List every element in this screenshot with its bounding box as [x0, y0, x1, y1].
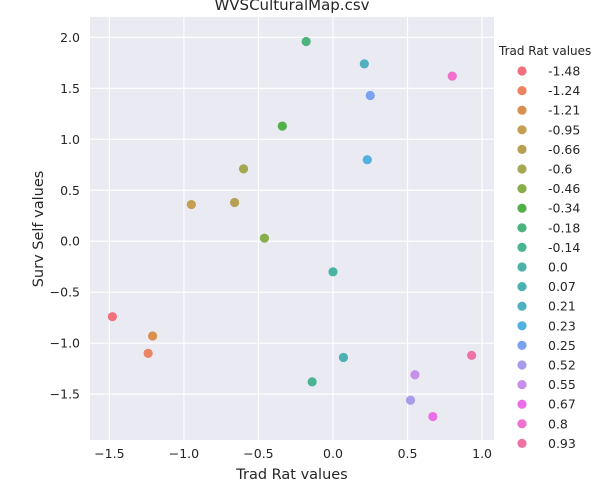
plot-area — [90, 17, 494, 440]
legend-marker — [517, 184, 527, 194]
x-tick-label: −1.0 — [169, 446, 199, 461]
data-point — [405, 395, 416, 405]
tick-labels: −1.5 −1.0 −0.5 0.0 0.5 1.0 2.0 1.5 1.0 0.5 0.0 −0.5… — [50, 30, 492, 461]
data-point — [365, 90, 375, 101]
data-point — [186, 199, 196, 210]
legend-entry-label: 0.55 — [548, 377, 576, 392]
legend-entry-label: -1.48 — [548, 64, 580, 79]
legend-marker — [517, 438, 527, 448]
legend-entry-label: -1.21 — [548, 103, 580, 118]
legend-marker — [517, 380, 527, 390]
legend-marker — [517, 203, 527, 213]
legend: Trad Rat values -1.48 -1.24 -1.21 -0.95 -0.6… — [498, 44, 591, 451]
legend-entry-label: 0.07 — [548, 279, 576, 294]
legend-marker — [517, 66, 527, 76]
x-tick-label: 0.0 — [323, 446, 343, 461]
legend-entry-label: 0.25 — [548, 338, 576, 353]
legend-marker — [517, 301, 527, 311]
y-tick-label: 1.5 — [60, 81, 80, 96]
y-tick-label: 0.5 — [60, 183, 80, 198]
data-point — [143, 348, 153, 358]
legend-marker — [517, 360, 527, 370]
legend-marker — [517, 105, 527, 115]
legend-entry-label: 0.8 — [548, 416, 568, 431]
data-point — [428, 411, 438, 422]
legend-entry-label: -0.66 — [548, 142, 580, 157]
legend-title: Trad Rat values — [498, 44, 591, 58]
data-point — [467, 350, 477, 360]
data-point — [359, 59, 369, 69]
legend-entry-label: 0.93 — [548, 436, 576, 451]
data-point — [328, 267, 338, 277]
data-points — [107, 36, 477, 422]
y-tick-label: 2.0 — [60, 30, 80, 45]
data-point — [447, 71, 457, 81]
legend-marker — [517, 144, 527, 154]
x-axis-label: Trad Rat values — [235, 467, 347, 483]
legend-entry-label: 0.0 — [548, 260, 568, 275]
y-tick-label: 1.0 — [60, 132, 80, 147]
grid-lines — [90, 17, 494, 440]
legend-entry-label: 0.23 — [548, 318, 576, 333]
data-point — [148, 331, 158, 341]
y-tick-label: 0.0 — [60, 234, 80, 249]
legend-entry-label: -0.95 — [548, 122, 580, 137]
legend-entry-label: -0.6 — [548, 162, 572, 177]
x-tick-label: −1.5 — [94, 446, 124, 461]
legend-marker — [517, 321, 527, 331]
legend-entry-label: -0.34 — [548, 201, 580, 216]
legend-marker — [517, 86, 527, 96]
legend-marker — [517, 419, 527, 429]
legend-entry-label: -0.46 — [548, 181, 580, 196]
data-point — [307, 377, 317, 387]
legend-entry-label: 0.21 — [548, 299, 576, 314]
x-tick-label: 0.5 — [398, 446, 418, 461]
data-point — [107, 312, 117, 322]
y-axis-label: Surv Self values — [31, 171, 47, 288]
data-point — [277, 121, 287, 131]
legend-marker — [517, 223, 527, 233]
data-point — [410, 370, 420, 380]
legend-marker — [517, 164, 527, 174]
legend-marker — [517, 340, 527, 350]
data-point — [230, 197, 240, 208]
legend-entry-label: 0.52 — [548, 358, 576, 373]
legend-marker — [517, 125, 527, 135]
x-tick-label: −0.5 — [243, 446, 273, 461]
chart-title: WVSCulturalMap.csv — [214, 0, 369, 14]
data-point — [338, 352, 349, 363]
legend-entry-label: 0.67 — [548, 397, 576, 412]
y-tick-label: −0.5 — [50, 285, 80, 300]
data-point — [301, 36, 311, 47]
legend-marker — [517, 242, 527, 252]
data-point — [238, 164, 249, 174]
legend-entry-label: -0.18 — [548, 220, 580, 235]
legend-entry-label: -1.24 — [548, 83, 580, 98]
data-point — [362, 155, 372, 165]
y-tick-label: −1.5 — [50, 387, 80, 402]
legend-entry-label: -0.14 — [548, 240, 580, 255]
legend-marker — [517, 262, 527, 272]
legend-marker — [517, 399, 527, 409]
x-tick-label: 1.0 — [472, 446, 492, 461]
y-tick-label: −1.0 — [50, 336, 80, 351]
data-point — [259, 233, 270, 243]
legend-marker — [517, 282, 527, 292]
